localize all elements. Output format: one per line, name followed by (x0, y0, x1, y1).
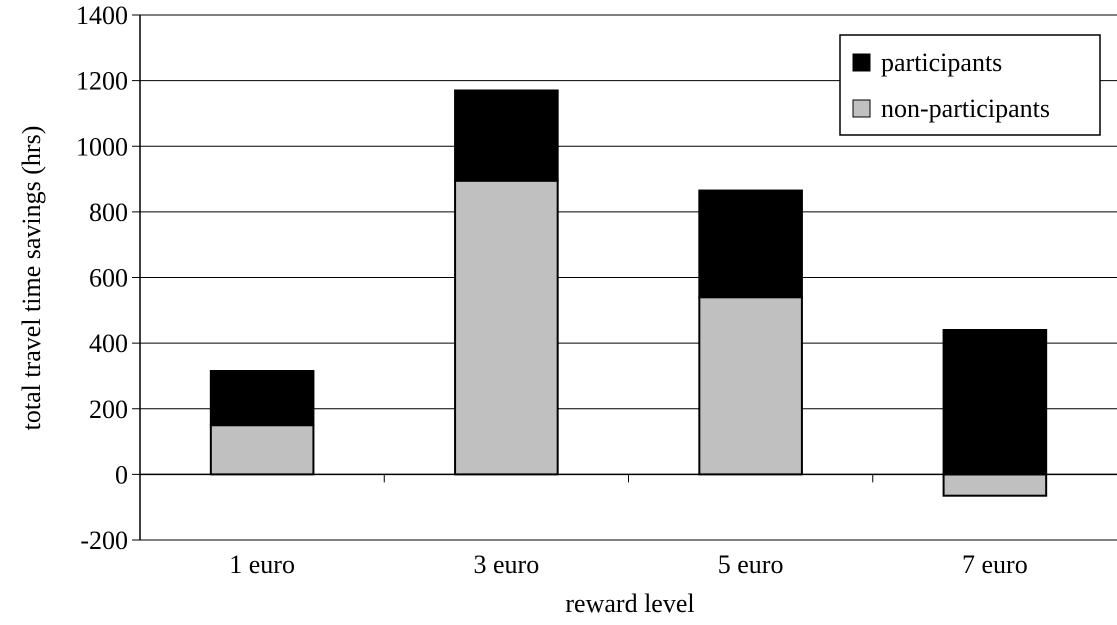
y-axis-title: total travel time savings (hrs) (17, 126, 46, 431)
y-tick-label: 400 (89, 329, 128, 358)
y-tick-label: 800 (89, 198, 128, 227)
y-tick-label: 600 (89, 264, 128, 293)
y-tick-labels: -200 0 200 400 600 800 1000 1200 1400 (76, 1, 140, 555)
legend-swatch-participants (852, 53, 871, 72)
x-tick-label: 3 euro (474, 550, 540, 579)
y-tick-label: 200 (89, 395, 128, 424)
bar-non-participants-7-euro (942, 473, 1048, 497)
x-axis-title: reward level (565, 589, 694, 618)
bar-participants-5-euro (698, 189, 803, 299)
legend-box (839, 34, 1101, 136)
x-tick-labels: 1 euro 3 euro 5 euro 7 euro (229, 550, 1027, 579)
bar-participants-3-euro (454, 89, 559, 182)
axes (139, 14, 1117, 541)
x-tick-label: 5 euro (718, 550, 784, 579)
y-tick-label: 1200 (76, 67, 128, 96)
y-tick-label: 1000 (76, 132, 128, 161)
legend-swatch-non-participants (852, 99, 871, 118)
bar-non-participants-1-euro (209, 424, 315, 476)
bar-participants-1-euro (209, 370, 315, 427)
x-tick-label: 1 euro (229, 550, 295, 579)
bar-non-participants-3-euro (454, 179, 559, 476)
bars (209, 89, 1048, 497)
y-tick-label: -200 (80, 526, 128, 555)
bar-participants-7-euro (942, 329, 1048, 476)
y-tick-label: 1400 (76, 1, 128, 30)
x-tick-label: 7 euro (962, 550, 1028, 579)
legend-label-participants: participants (881, 48, 1002, 77)
bar-non-participants-5-euro (698, 296, 803, 476)
legend: participants non-participants (839, 34, 1101, 136)
y-tick-label: 0 (115, 460, 128, 489)
legend-label-non-participants: non-participants (881, 94, 1050, 123)
